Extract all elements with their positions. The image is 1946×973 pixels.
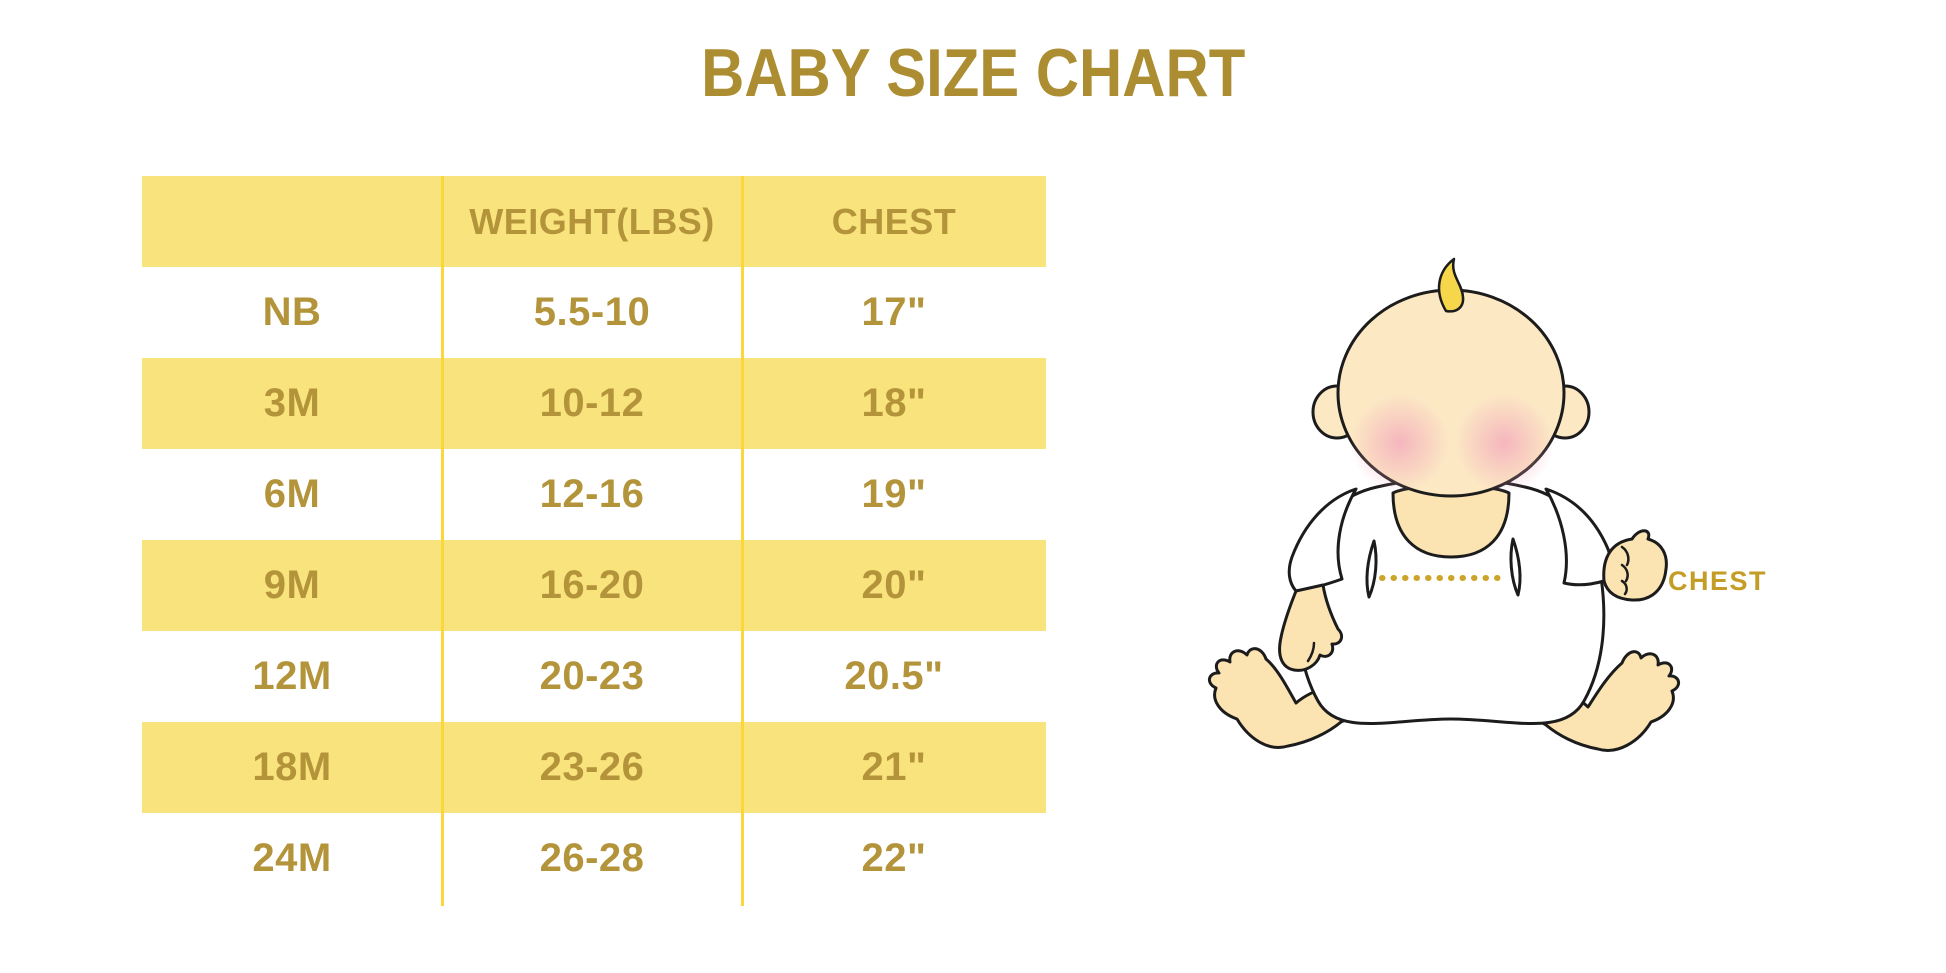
column-divider xyxy=(441,176,444,906)
chest-cell: 21" xyxy=(861,745,927,789)
left-underarm-notch xyxy=(1365,539,1378,599)
size-cell: 6M xyxy=(263,472,321,516)
chest-cell: 20" xyxy=(861,563,927,607)
column-divider xyxy=(741,176,744,906)
weight-cell: 16-20 xyxy=(539,563,645,607)
size-cell: NB xyxy=(262,290,322,334)
size-cell: 24M xyxy=(252,836,332,880)
baby-figure-svg xyxy=(1207,257,1681,752)
baby-head xyxy=(1311,257,1591,498)
table-header-row: WEIGHT(LBS) CHEST xyxy=(142,176,1046,267)
table-row: 12M 20-23 20.5" xyxy=(142,631,1046,722)
baby-right-leg xyxy=(1498,650,1681,752)
header-size-cell xyxy=(142,176,442,267)
table-row: 9M 16-20 20" xyxy=(142,540,1046,631)
size-cell: 9M xyxy=(263,563,321,607)
chest-cell: 20.5" xyxy=(844,654,944,698)
baby-right-arm xyxy=(1544,487,1668,602)
baby-left-leg xyxy=(1207,647,1386,749)
table-row: NB 5.5-10 17" xyxy=(142,267,1046,358)
weight-cell: 5.5-10 xyxy=(533,290,651,334)
weight-cell: 26-28 xyxy=(539,836,645,880)
table-row: 24M 26-28 22" xyxy=(142,813,1046,904)
size-table: WEIGHT(LBS) CHEST NB 5.5-10 17" 3M 10-12… xyxy=(142,176,1046,906)
table-row: 18M 23-26 21" xyxy=(142,722,1046,813)
page-title-text: BABY SIZE CHART xyxy=(700,35,1246,111)
baby-left-arm xyxy=(1278,487,1358,672)
baby-hair-icon xyxy=(1437,257,1465,313)
weight-cell: 23-26 xyxy=(539,745,645,789)
chest-cell: 18" xyxy=(861,381,927,425)
size-cell: 18M xyxy=(252,745,332,789)
header-weight-cell: WEIGHT(LBS) xyxy=(469,200,715,242)
size-cell: 3M xyxy=(263,381,321,425)
chest-cell: 22" xyxy=(861,836,927,880)
weight-cell: 10-12 xyxy=(539,381,645,425)
chest-annotation-label: CHEST xyxy=(1668,566,1768,596)
chest-cell: 17" xyxy=(861,290,927,334)
weight-cell: 12-16 xyxy=(539,472,645,516)
right-underarm-notch xyxy=(1509,537,1522,597)
baby-left-cheek xyxy=(1350,393,1450,493)
size-cell: 12M xyxy=(252,654,332,698)
table-row: 6M 12-16 19" xyxy=(142,449,1046,540)
baby-right-cheek xyxy=(1454,393,1554,493)
header-chest-cell: CHEST xyxy=(831,200,957,242)
baby-illustration xyxy=(1170,245,1690,805)
weight-cell: 20-23 xyxy=(539,654,645,698)
table-row: 3M 10-12 18" xyxy=(142,358,1046,449)
chest-cell: 19" xyxy=(861,472,927,516)
page-title: BABY SIZE CHART xyxy=(0,34,1946,112)
